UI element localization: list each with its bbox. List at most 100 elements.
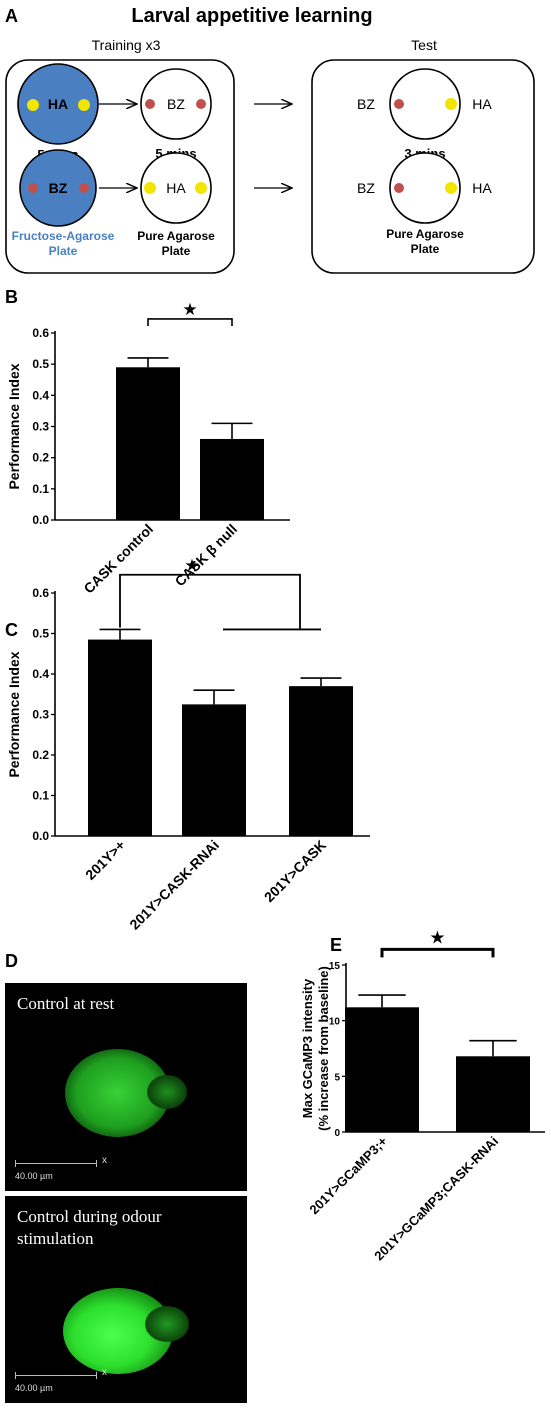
category-label: 201Y>GCaMP3;+ [306,1133,390,1217]
bar [182,704,246,836]
y-tick-label: 0 [334,1128,340,1139]
panel-a: A Larval appetitive learning Training x3… [5,5,535,274]
bar [289,686,353,836]
test-label: Test [411,37,437,53]
bz-odour-dot [196,99,206,109]
category-label: CASK β null [172,521,241,590]
test-side-ha: HA [472,96,492,112]
significance-star: ★ [182,300,197,320]
test-box [311,59,535,274]
category-label: 201Y>GCaMP3;CASK-RNAi [371,1134,501,1264]
test-side-ha: HA [472,180,492,196]
bz-odour-dot [28,183,38,193]
y-axis-label: Max GCaMP3 intensity [300,978,315,1118]
ha-odour-dot [144,182,156,194]
significance-star: ★ [429,927,445,948]
y-tick-label: 0.1 [32,482,49,496]
pure-agarose-label: Pure Agarose [137,229,215,243]
panel-letter: C [5,620,18,640]
significance-bracket [119,573,301,630]
test-plate [389,68,461,140]
ha-odour-dot [27,99,39,111]
y-tick-label: 0.5 [32,357,49,371]
panel-letter: E [330,935,342,955]
micrograph-caption: Control at rest [17,994,115,1013]
category-label: CASK control [80,521,156,597]
micrograph-rest: Control at rest x 40.00 µm [5,983,247,1191]
gcamp-signal [145,1306,189,1342]
micrograph-caption: Control during odour stimulation [17,1206,162,1250]
scale-x: x [102,1367,107,1378]
caption-line: stimulation [17,1229,94,1248]
panel-a-title: Larval appetitive learning [131,5,372,27]
y-tick-label: 0.4 [32,667,49,681]
test-side-bz: BZ [357,96,375,112]
fructose-label: Fructose-Agarose [12,229,115,243]
y-axis-label: Performance Index [6,363,22,489]
y-tick-label: 0.3 [32,708,49,722]
plate-label-bz: BZ [49,180,68,196]
y-tick-label: 0.5 [32,627,49,641]
scale-bar: x 40.00 µm [15,1155,107,1181]
scale-label: 40.00 µm [15,1171,53,1181]
pure-plate-ha [140,152,212,224]
test-side-bz: BZ [357,180,375,196]
panel-d-letter: D [5,951,18,971]
pure-agarose-label: Plate [411,242,440,256]
bar [88,639,152,836]
fructose-label: Plate [49,244,78,258]
fructose-plate-ha [17,63,99,145]
gcamp-signal [147,1075,187,1109]
test-plate [389,152,461,224]
training-box [5,59,235,274]
caption-line: Control during odour [17,1207,162,1226]
pure-plate-bz [140,68,212,140]
y-tick-label: 5 [334,1072,340,1083]
y-tick-label: 0.6 [32,586,49,600]
panel-letter: B [5,287,18,307]
y-tick-label: 10 [329,1017,341,1028]
y-tick-label: 0.2 [32,451,49,465]
ha-odour-dot [78,99,90,111]
y-tick-label: 0.0 [32,829,49,843]
bz-odour-dot [145,99,155,109]
bz-odour-dot [394,99,404,109]
y-tick-label: 15 [329,961,341,972]
y-tick-label: 0.0 [32,513,49,527]
fructose-plate-bz [19,149,97,227]
plate-label-bz: BZ [167,96,185,112]
pure-agarose-label: Pure Agarose [386,227,464,241]
plate-label-ha: HA [48,96,68,112]
ha-odour-dot [445,98,457,110]
bar [116,367,180,520]
significance-bracket [147,318,233,326]
pure-agarose-label: Plate [162,244,191,258]
scale-x: x [102,1155,107,1166]
bz-odour-dot [394,183,404,193]
y-tick-label: 0.6 [32,326,49,340]
y-tick-label: 0.1 [32,789,49,803]
micrograph-stimulation: Control during odour stimulation x 40.00… [5,1196,247,1403]
category-label: 201Y>CASK [261,837,329,905]
training-label: Training x3 [92,37,161,53]
y-tick-label: 0.4 [32,388,49,402]
significance-star: ★ [184,556,199,576]
significance-bracket [380,947,495,958]
category-label: 201Y>CASK-RNAi [126,837,222,933]
panel-a-letter: A [5,6,18,26]
scale-bar: x 40.00 µm [15,1367,107,1393]
ha-odour-dot [195,182,207,194]
bar [456,1056,530,1132]
plate-label-ha: HA [166,180,186,196]
ha-odour-dot [445,182,457,194]
y-tick-label: 0.3 [32,420,49,434]
category-label: 201Y>+ [82,837,128,883]
bz-odour-dot [79,183,89,193]
y-axis-label: (% increase from baseline) [316,966,331,1131]
y-tick-label: 0.2 [32,748,49,762]
bar [345,1007,419,1132]
bar [200,438,264,520]
scale-label: 40.00 µm [15,1383,53,1393]
y-axis-label: Performance Index [6,651,22,777]
